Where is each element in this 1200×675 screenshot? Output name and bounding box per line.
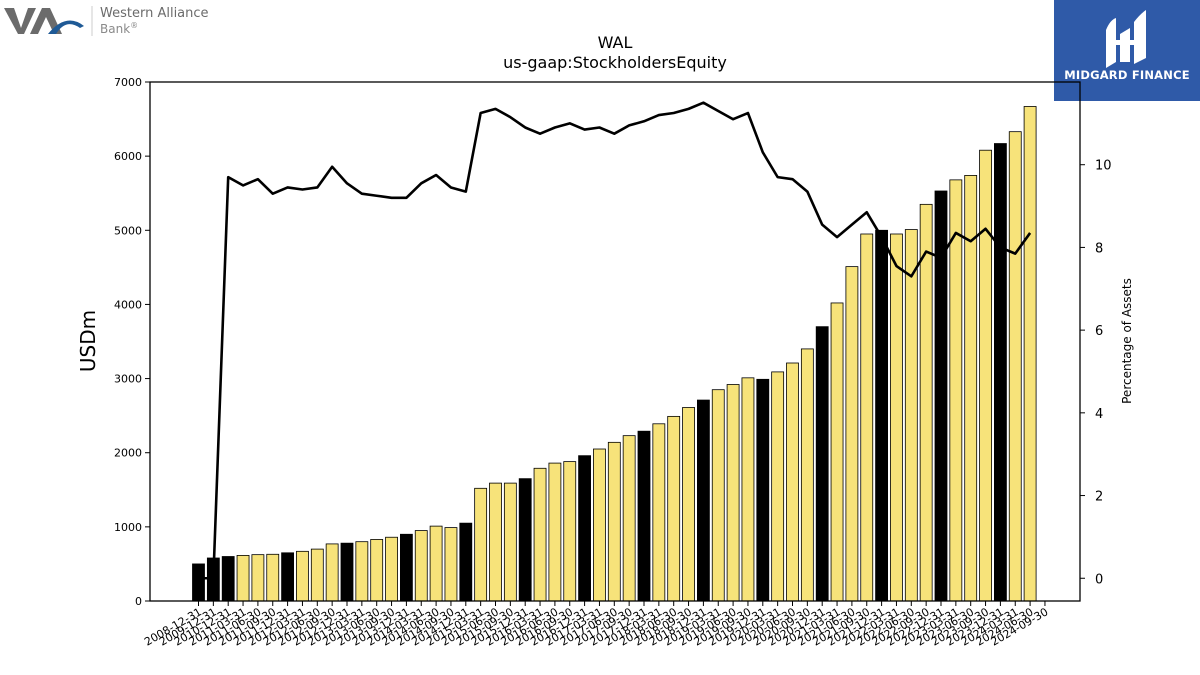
bar-2018-09-30 xyxy=(682,407,695,602)
y2-tick-label: 4 xyxy=(1095,407,1103,422)
y-tick-label: 6000 xyxy=(114,150,142,163)
bar-2017-03-31 xyxy=(593,448,606,602)
bar-2021-03-31 xyxy=(830,302,844,602)
bar-2023-12-31 xyxy=(994,143,1007,602)
midgard-finance-name: MIDGARD FINANCE xyxy=(1064,68,1190,82)
bar-2014-09-30 xyxy=(444,527,458,602)
bar-2017-12-31 xyxy=(637,430,651,602)
brand-line1: Western Alliance xyxy=(100,6,209,21)
bar-2016-03-31 xyxy=(533,467,547,602)
bar-2008-12-31 xyxy=(192,563,205,602)
bar-2023-09-30 xyxy=(979,149,992,602)
bar-2012-12-31 xyxy=(340,542,354,602)
y2-axis-label: Percentage of Assets xyxy=(1120,278,1134,404)
y2-tick-label: 6 xyxy=(1095,324,1103,339)
bar-2020-03-31 xyxy=(771,371,785,602)
x-axis: 2008-12-312009-12-312010-12-312011-03-31… xyxy=(142,601,1050,649)
bar-2021-09-30 xyxy=(860,233,874,602)
bar-series xyxy=(192,106,1037,602)
plot-frame xyxy=(149,81,1081,602)
bar-2022-03-31 xyxy=(890,233,903,602)
bar-2017-09-30 xyxy=(622,435,636,602)
y-tick-label: 5000 xyxy=(114,224,142,237)
y-tick-label: 0 xyxy=(135,595,142,608)
bar-2013-03-31 xyxy=(355,541,369,602)
bar-2014-12-31 xyxy=(459,522,473,602)
bar-2019-03-31 xyxy=(711,389,725,602)
registered-mark: ® xyxy=(130,21,138,30)
y2-tick-label: 10 xyxy=(1095,159,1112,174)
y2-tick-label: 2 xyxy=(1095,490,1103,505)
bar-2016-06-30 xyxy=(548,462,562,602)
line-series xyxy=(198,101,1032,580)
y-axis-left: 0 1000 2000 3000 4000 5000 6000 7000 xyxy=(114,76,150,608)
bar-2010-12-31 xyxy=(221,556,235,602)
western-alliance-logo: Western Alliance Bank® xyxy=(4,4,234,40)
bar-2015-12-31 xyxy=(518,478,532,602)
bar-2018-12-31 xyxy=(697,399,710,602)
y-tick-label: 7000 xyxy=(114,76,142,89)
bar-2021-06-30 xyxy=(845,266,859,602)
chart-subtitle: us-gaap:StockholdersEquity xyxy=(503,53,727,72)
midgard-mark-icon xyxy=(1106,10,1146,68)
bar-2014-06-30 xyxy=(429,525,443,602)
svg-text:Bank®: Bank® xyxy=(100,21,138,36)
bar-2020-09-30 xyxy=(800,348,814,602)
bar-2022-09-30 xyxy=(919,203,933,602)
bar-2018-03-31 xyxy=(652,423,666,602)
bar-2011-03-31 xyxy=(236,555,250,602)
y2-tick-label: 8 xyxy=(1095,241,1103,256)
bar-2014-03-31 xyxy=(414,530,428,602)
bar-2015-06-30 xyxy=(489,482,502,602)
bar-2015-03-31 xyxy=(474,487,488,602)
bar-2024-03-31 xyxy=(1008,131,1022,602)
bar-2019-12-31 xyxy=(756,378,770,602)
bar-2012-09-30 xyxy=(325,543,339,602)
bar-2012-03-31 xyxy=(296,550,309,602)
bar-2018-06-30 xyxy=(667,415,681,602)
y-axis-right: 0 2 4 6 8 10 xyxy=(1080,159,1112,587)
bar-2011-06-30 xyxy=(251,554,265,602)
bar-2023-03-31 xyxy=(949,179,963,602)
bar-2016-09-30 xyxy=(563,461,577,602)
y-tick-label: 2000 xyxy=(114,447,142,460)
bar-2012-06-30 xyxy=(310,548,324,602)
y-tick-label: 4000 xyxy=(114,298,142,311)
bar-2019-09-30 xyxy=(741,377,755,602)
chart-title: WAL xyxy=(598,33,633,52)
bar-2011-09-30 xyxy=(266,553,280,602)
bar-2024-06-30 xyxy=(1023,106,1037,602)
bar-2013-06-30 xyxy=(370,539,384,602)
y2-tick-label: 0 xyxy=(1095,572,1103,587)
bar-2013-12-31 xyxy=(399,533,413,602)
bar-2019-06-30 xyxy=(726,384,740,602)
bar-2011-12-31 xyxy=(281,552,295,602)
bar-2020-12-31 xyxy=(815,326,829,602)
midgard-finance-logo: MIDGARD FINANCE xyxy=(1054,0,1200,101)
y-tick-label: 3000 xyxy=(114,373,142,386)
western-alliance-mark xyxy=(4,8,84,34)
bar-2020-06-30 xyxy=(786,362,799,602)
bar-2022-06-30 xyxy=(904,229,918,602)
brand-line2: Bank xyxy=(100,22,130,36)
bar-2013-09-30 xyxy=(385,536,398,602)
y-tick-label: 1000 xyxy=(114,521,142,534)
percentage-of-assets-line xyxy=(198,101,1032,580)
bar-2016-12-31 xyxy=(578,455,591,602)
bar-2015-09-30 xyxy=(503,482,517,602)
bar-2021-12-31 xyxy=(875,229,888,602)
y-axis-label: USDm xyxy=(76,310,100,372)
bar-2017-06-30 xyxy=(607,441,621,602)
